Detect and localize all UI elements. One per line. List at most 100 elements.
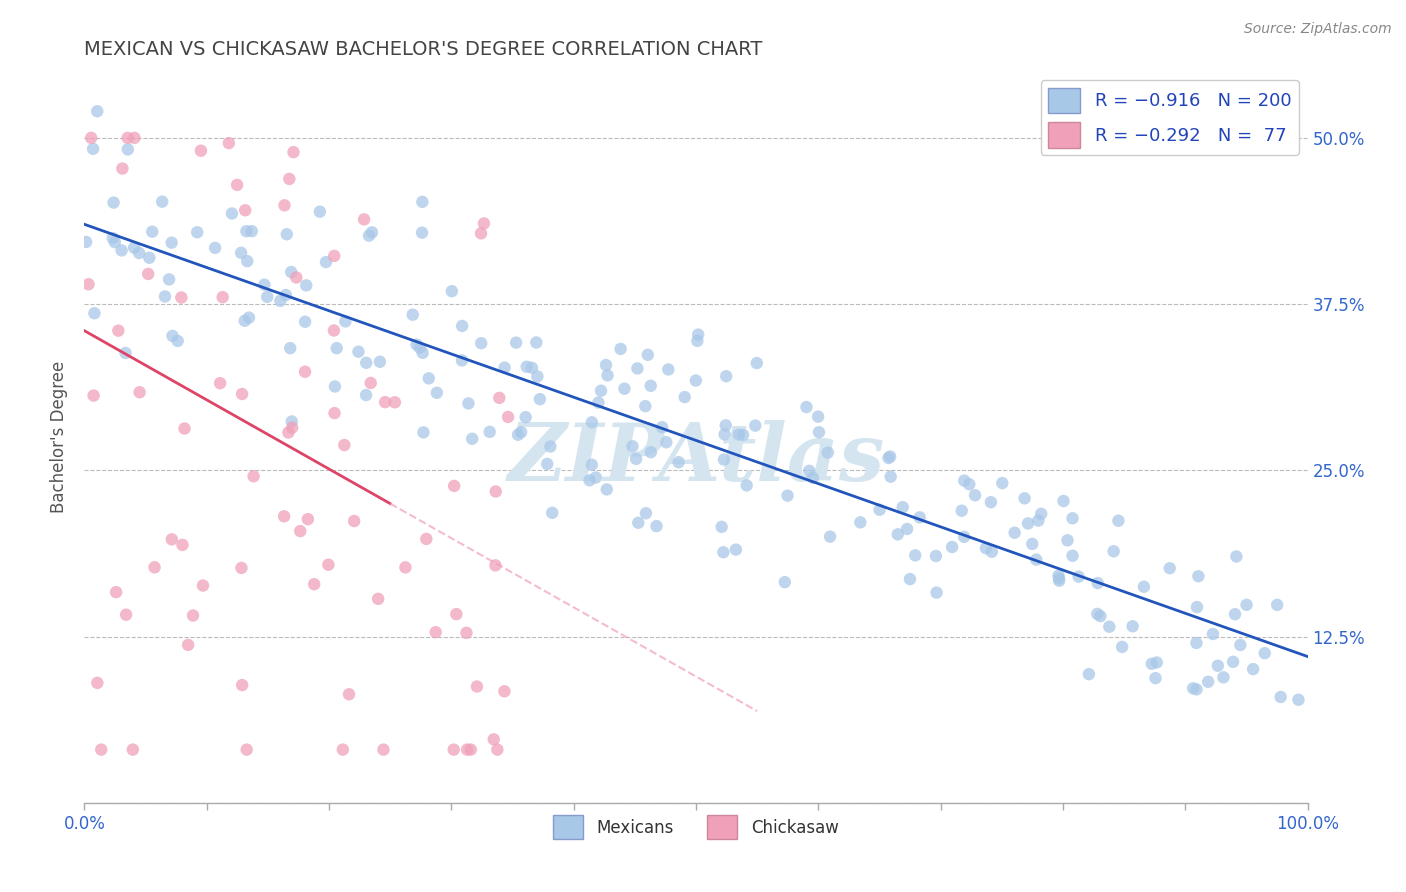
Point [807,409,830,424]
Point [124,131,146,145]
Point [122,241,145,255]
Point [595,358,617,372]
Point [256,290,278,304]
Point [1223,607,1246,622]
Point [1187,569,1209,583]
Point [613,382,636,396]
Point [724,542,747,557]
Point [253,277,276,292]
Point [1288,692,1310,706]
Point [1202,627,1225,641]
Point [713,427,735,442]
Point [957,477,980,491]
Point [510,425,533,440]
Point [879,450,901,464]
Point [470,336,492,351]
Point [1270,690,1292,704]
Point [478,425,501,439]
Point [1077,667,1099,681]
Point [226,178,249,192]
Point [673,390,696,404]
Point [529,392,551,406]
Point [111,161,134,176]
Point [412,346,434,360]
Point [796,400,818,414]
Point [323,249,346,263]
Point [484,558,506,573]
Point [685,374,707,388]
Point [581,415,603,429]
Point [516,359,538,374]
Point [138,251,160,265]
Point [242,469,264,483]
Point [1047,572,1070,586]
Point [238,310,260,325]
Point [86,104,108,119]
Point [354,356,377,370]
Point [368,355,391,369]
Point [308,204,330,219]
Point [290,524,312,538]
Point [114,346,136,360]
Point [1229,638,1251,652]
Point [496,409,519,424]
Point [295,278,318,293]
Point [485,484,508,499]
Point [285,270,308,285]
Point [621,439,644,453]
Point [235,742,257,756]
Point [596,368,619,383]
Point [1133,580,1156,594]
Point [141,225,163,239]
Point [115,607,138,622]
Point [801,471,824,485]
Point [974,541,997,556]
Point [536,457,558,471]
Point [280,415,302,429]
Point [1185,600,1208,615]
Point [283,145,305,160]
Point [460,742,482,756]
Point [80,131,103,145]
Point [280,265,302,279]
Point [456,742,478,756]
Point [879,469,901,483]
Point [609,342,631,356]
Point [645,519,668,533]
Point [727,427,749,442]
Point [482,732,505,747]
Point [716,369,738,384]
Point [950,504,973,518]
Point [335,314,357,328]
Point [745,356,768,370]
Point [281,420,304,434]
Point [117,131,139,145]
Point [506,427,529,442]
Point [488,391,510,405]
Point [461,432,484,446]
Point [1085,607,1108,621]
Point [1062,511,1084,525]
Point [1236,598,1258,612]
Point [1028,514,1050,528]
Point [426,385,449,400]
Point [170,291,193,305]
Point [634,506,657,520]
Point [218,136,240,150]
Point [211,290,233,304]
Point [627,516,650,530]
Point [332,742,354,756]
Point [343,514,366,528]
Point [173,421,195,435]
Point [925,585,948,599]
Point [1225,549,1247,564]
Point [318,558,340,572]
Point [443,742,465,756]
Point [229,245,252,260]
Point [744,418,766,433]
Point [1102,544,1125,558]
Point [1146,656,1168,670]
Point [1222,655,1244,669]
Point [494,360,516,375]
Point [374,395,396,409]
